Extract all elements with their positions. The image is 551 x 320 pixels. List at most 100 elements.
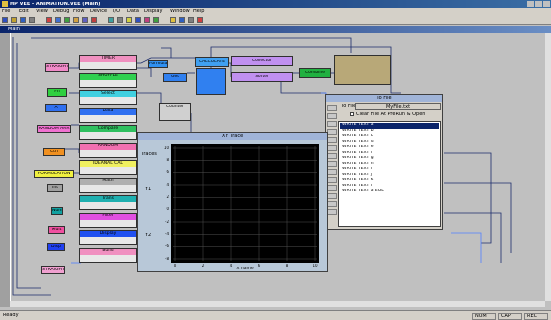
function-box[interactable]: Filter: [79, 212, 137, 228]
input-pin[interactable]: [327, 177, 337, 183]
block[interactable]: Int: [47, 184, 63, 192]
toolbar-button[interactable]: [179, 17, 185, 23]
block[interactable]: Fn: [47, 88, 67, 97]
input-pin[interactable]: [327, 201, 337, 207]
input-pin[interactable]: [327, 209, 337, 215]
function-box[interactable]: SHUFFLE: [79, 72, 137, 88]
block[interactable]: Get: [163, 73, 187, 82]
menu-item[interactable]: View: [36, 9, 48, 14]
input-pin[interactable]: [327, 169, 337, 175]
note-box[interactable]: [334, 55, 391, 85]
menu-item[interactable]: Debug: [53, 9, 70, 14]
input-pin[interactable]: [327, 105, 337, 111]
horizontal-scrollbar[interactable]: [10, 301, 545, 307]
toolbar-button[interactable]: [11, 17, 17, 23]
function-box[interactable]: Data: [79, 107, 137, 123]
transaction-item[interactable]: WRITE TEXT d: [342, 139, 374, 144]
function-box[interactable]: IDEANAL CAL: [79, 160, 137, 175]
transaction-list: WRITE TEXT a WRITE TEXT b WRITE TEXT c WRIT…: [338, 121, 441, 227]
block[interactable]: A: [45, 104, 67, 112]
toolbar-button[interactable]: [29, 17, 35, 23]
transaction-item[interactable]: WRITE TEXT h: [342, 161, 374, 166]
toolbar-button[interactable]: [64, 17, 70, 23]
toolbar-button[interactable]: [126, 17, 132, 23]
input-pin[interactable]: [327, 137, 337, 143]
function-box[interactable]: Select: [79, 90, 137, 105]
toolbar-button[interactable]: [144, 17, 150, 23]
block[interactable]: STRAIGHT2: [41, 266, 65, 274]
block[interactable]: CALCULATE: [195, 57, 229, 67]
transaction-item[interactable]: WRITE TEXT a: [340, 123, 439, 129]
toolbar-button[interactable]: [91, 17, 97, 23]
block[interactable]: Num: [51, 207, 63, 215]
close-button[interactable]: [543, 1, 550, 7]
vertical-scrollbar[interactable]: [545, 33, 551, 301]
block[interactable]: [196, 68, 226, 95]
toolbar-button[interactable]: [197, 17, 203, 23]
input-pin[interactable]: [327, 161, 337, 167]
input-pin[interactable]: [327, 153, 337, 159]
file-name-button[interactable]: MyFile.txt: [355, 103, 441, 110]
input-pin[interactable]: [327, 145, 337, 151]
input-pin[interactable]: [327, 129, 337, 135]
menu-item[interactable]: Device: [90, 9, 108, 14]
input-pin[interactable]: [327, 185, 337, 191]
block[interactable]: Mult: [48, 226, 65, 234]
function-box[interactable]: Compare: [79, 125, 137, 140]
transaction-item[interactable]: WRITE TEXT j: [342, 172, 372, 177]
toolbar-button[interactable]: [82, 17, 88, 23]
transaction-item[interactable]: WRITE TEXT a EOL: [342, 189, 384, 193]
transaction-item[interactable]: WRITE TEXT g: [342, 156, 374, 160]
menu-item[interactable]: Help: [193, 9, 205, 14]
toolbar-button[interactable]: [135, 17, 141, 23]
block[interactable]: Formula: [148, 60, 168, 68]
toolbar-button[interactable]: [117, 17, 123, 23]
menu-item[interactable]: Edit: [19, 9, 29, 14]
function-box[interactable]: TIMER: [79, 55, 137, 70]
block-label: Counter: [166, 105, 184, 109]
block[interactable]: STRAIGHT: [45, 63, 69, 72]
function-box[interactable]: Math: [79, 177, 137, 193]
block[interactable]: Combine: [299, 68, 331, 78]
block[interactable]: FORMULATION: [34, 170, 74, 178]
toolbar-button[interactable]: [46, 17, 52, 23]
transaction-item[interactable]: WRITE TEXT f: [342, 150, 373, 155]
toolbar-button[interactable]: [2, 17, 8, 23]
menu-item[interactable]: Flow: [73, 9, 85, 14]
transaction-item[interactable]: WRITE TEXT l: [342, 183, 372, 188]
toolbar-button[interactable]: [108, 17, 114, 23]
menu-item[interactable]: Data: [127, 9, 139, 14]
block-label: Fn: [54, 90, 60, 94]
function-box[interactable]: Display: [79, 230, 137, 245]
transaction-item[interactable]: WRITE TEXT b: [342, 128, 374, 133]
function-box[interactable]: Build: [79, 247, 137, 263]
toolbar-button[interactable]: [20, 17, 26, 23]
toolbar-button[interactable]: [73, 17, 79, 23]
block[interactable]: Collector: [231, 56, 293, 66]
toolbar-button[interactable]: [170, 17, 176, 23]
block[interactable]: Sorter: [231, 72, 293, 82]
maximize-button[interactable]: [535, 1, 542, 7]
transaction-item[interactable]: WRITE TEXT e: [342, 145, 374, 149]
input-pin[interactable]: [327, 193, 337, 199]
transaction-item[interactable]: WRITE TEXT k: [342, 178, 374, 182]
checkbox[interactable]: [350, 112, 354, 116]
toolbar-button[interactable]: [188, 17, 194, 23]
menu-item[interactable]: File: [2, 9, 11, 14]
block[interactable]: Disp: [47, 243, 65, 251]
block[interactable]: Counter: [159, 103, 191, 121]
function-box[interactable]: Trans: [79, 195, 137, 210]
block[interactable]: Ctrl: [43, 148, 65, 156]
menu-item[interactable]: I/O: [113, 9, 121, 14]
menu-item[interactable]: Display: [144, 9, 163, 14]
transaction-item[interactable]: WRITE TEXT c: [342, 134, 374, 138]
toolbar-button[interactable]: [55, 17, 61, 23]
block[interactable]: RANDOM ARR: [37, 125, 71, 133]
function-box[interactable]: RANDOM: [79, 142, 137, 158]
input-pin[interactable]: [327, 113, 337, 119]
minimize-button[interactable]: [527, 1, 534, 7]
menu-item[interactable]: Window: [170, 9, 190, 14]
input-pin[interactable]: [327, 121, 337, 127]
toolbar-button[interactable]: [153, 17, 159, 23]
transaction-item[interactable]: WRITE TEXT i: [342, 167, 372, 171]
